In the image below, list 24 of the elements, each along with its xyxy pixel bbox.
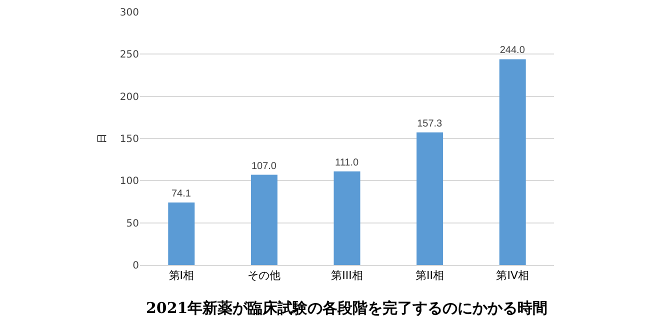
y-tick-label: 150 — [120, 134, 139, 145]
y-tick-label: 300 — [120, 8, 139, 18]
data-label: 244.0 — [500, 45, 526, 56]
bar — [499, 59, 526, 265]
text: 2021年新薬が臨床試験の各段階を完了するのにかかる時間 — [146, 299, 548, 317]
data-label: 74.1 — [171, 188, 192, 200]
y-tick-label: 50 — [126, 218, 139, 230]
data-label: 111.0 — [335, 157, 359, 168]
y-axis-title: 日 — [96, 134, 108, 144]
bar — [334, 171, 360, 265]
x-tick-label: 第I相 — [168, 269, 194, 282]
x-tick-label: 第IV相 — [496, 269, 529, 282]
bar — [168, 202, 195, 265]
data-label: 107.0 — [251, 160, 277, 172]
y-tick-label: 0 — [132, 260, 139, 272]
data-label: 157.3 — [417, 118, 443, 130]
y-tick-label: 250 — [120, 50, 139, 61]
bar — [416, 132, 444, 265]
x-tick-label: 第III相 — [331, 269, 363, 282]
y-tick-label: 200 — [120, 92, 139, 103]
y-tick-label: 100 — [120, 176, 139, 188]
x-tick-label: 第II相 — [416, 269, 444, 282]
bar — [250, 174, 278, 265]
x-tick-label: その他 — [248, 269, 281, 282]
